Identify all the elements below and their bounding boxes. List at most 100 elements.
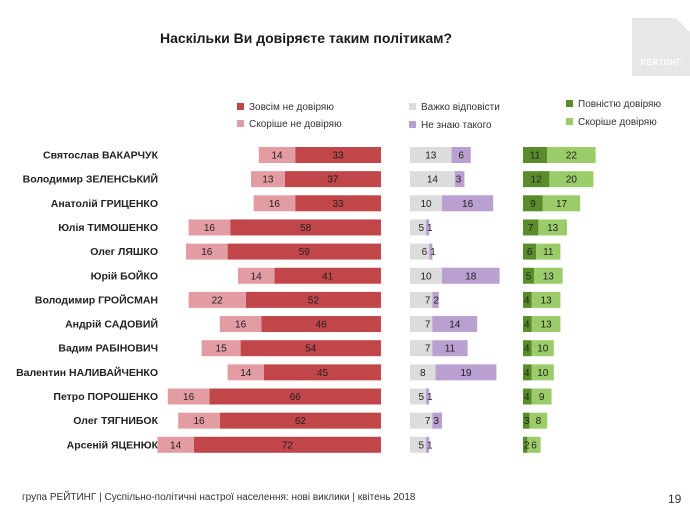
bar-trust-rather	[531, 291, 561, 308]
bar-hard-to-say	[410, 171, 455, 188]
legend-label: Зовсім не довіряю	[249, 102, 334, 113]
value-trust-rather: 9	[539, 392, 545, 403]
category-label: Петро ПОРОШЕНКО	[53, 391, 158, 403]
value-hard-to-say: 7	[425, 344, 431, 355]
bar-hard-to-say	[410, 267, 442, 284]
value-distrust-rather: 16	[201, 247, 213, 258]
value-hard-to-say: 14	[427, 175, 439, 186]
bar-dont-know	[442, 267, 500, 284]
value-trust-full: 4	[524, 368, 530, 379]
value-distrust-full: 54	[305, 344, 317, 355]
legend-swatch-distrust-rather	[237, 120, 244, 127]
bar-hard-to-say	[410, 147, 452, 163]
value-hard-to-say: 8	[420, 368, 426, 379]
value-trust-rather: 20	[566, 175, 578, 186]
legend-swatch-distrust-full	[237, 103, 244, 110]
legend-label: Не знаю такого	[421, 120, 492, 131]
value-distrust-rather: 14	[240, 368, 252, 379]
bar-dont-know	[432, 291, 439, 308]
value-distrust-rather: 14	[271, 151, 283, 162]
value-distrust-rather: 14	[170, 440, 182, 451]
value-distrust-full: 33	[333, 199, 345, 210]
legend-swatch-dont-know	[409, 121, 416, 128]
bar-trust-full	[523, 267, 534, 284]
bar-trust-rather	[529, 412, 548, 429]
value-trust-rather: 6	[531, 440, 537, 451]
value-distrust-full: 66	[290, 392, 302, 403]
value-dont-know: 1	[427, 223, 433, 234]
bar-dont-know	[435, 364, 497, 381]
bar-hard-to-say	[410, 340, 433, 357]
bar-trust-rather	[531, 364, 554, 381]
footer-text: група РЕЙТИНГ | Суспільно-політичні наст…	[22, 492, 416, 503]
bar-trust-rather	[531, 316, 561, 333]
page-number: 19	[668, 492, 682, 506]
category-label: Анатолій ГРИЦЕНКО	[51, 198, 158, 210]
value-hard-to-say: 10	[420, 271, 432, 282]
bar-dont-know	[426, 436, 430, 453]
legend-label: Скоріше довіряю	[578, 117, 657, 128]
value-trust-full: 12	[531, 175, 543, 186]
bar-distrust-rather	[188, 219, 231, 236]
value-hard-to-say: 10	[420, 199, 432, 210]
bar-trust-full	[523, 436, 528, 453]
logo-corner	[676, 18, 690, 32]
bar-distrust-full	[261, 316, 381, 333]
value-dont-know: 3	[456, 175, 462, 186]
category-label: Олег ЛЯШКО	[90, 246, 158, 258]
bar-trust-rather	[542, 195, 581, 212]
category-label: Володимир ЗЕЛЕНСЬКИЙ	[23, 173, 158, 186]
bar-distrust-full	[230, 219, 381, 236]
legend-distrust-full: Зовсім не довіряю	[237, 102, 334, 113]
bar-dont-know	[451, 147, 471, 163]
value-distrust-rather: 16	[183, 392, 195, 403]
value-distrust-full: 58	[300, 223, 312, 234]
bar-distrust-rather	[238, 267, 275, 284]
brand-logo: РЕЙТИНГ	[632, 18, 690, 76]
value-hard-to-say: 5	[418, 440, 424, 451]
value-distrust-full: 33	[333, 151, 345, 162]
bar-trust-rather	[527, 436, 541, 453]
bar-distrust-rather	[227, 364, 264, 381]
bar-trust-full	[523, 291, 532, 308]
bar-trust-full	[523, 195, 543, 212]
value-trust-rather: 13	[543, 271, 555, 282]
bar-distrust-full	[240, 340, 381, 357]
bar-distrust-full	[193, 436, 381, 453]
value-hard-to-say: 7	[425, 320, 431, 331]
bar-trust-full	[523, 171, 550, 188]
category-label: Юлія ТИМОШЕНКО	[58, 222, 158, 234]
bar-distrust-rather	[251, 171, 285, 188]
value-dont-know: 3	[433, 416, 439, 427]
bar-distrust-rather	[258, 147, 296, 163]
value-distrust-full: 46	[316, 320, 328, 331]
value-trust-rather: 13	[547, 223, 559, 234]
value-dont-know: 1	[427, 392, 433, 403]
legend-trust-rather: Скоріше довіряю	[566, 117, 657, 128]
bar-trust-rather	[531, 340, 554, 357]
bar-distrust-rather	[167, 388, 210, 405]
legend-trust-full: Повністю довіряю	[566, 99, 661, 110]
value-hard-to-say: 5	[418, 392, 424, 403]
bar-distrust-full	[264, 364, 381, 381]
value-distrust-full: 45	[317, 368, 329, 379]
bar-distrust-full	[274, 267, 381, 284]
bar-trust-full	[523, 147, 548, 163]
value-trust-rather: 22	[566, 151, 578, 162]
value-trust-full: 4	[524, 295, 530, 306]
bar-distrust-full	[209, 388, 381, 405]
bar-trust-full	[523, 388, 532, 405]
category-label: Володимир ГРОЙСМАН	[35, 293, 158, 306]
value-trust-full: 7	[528, 223, 534, 234]
legend-hard-to-say: Важко відповісти	[409, 102, 500, 113]
legend-label: Повністю довіряю	[578, 99, 661, 110]
bar-dont-know	[432, 340, 468, 357]
value-trust-full: 4	[524, 344, 530, 355]
value-dont-know: 1	[430, 247, 436, 258]
value-distrust-rather: 16	[269, 199, 281, 210]
value-distrust-rather: 16	[235, 320, 247, 331]
legend-distrust-rather: Скоріше не довіряю	[237, 119, 342, 130]
bar-trust-rather	[534, 267, 563, 284]
value-trust-full: 6	[527, 247, 533, 258]
legend-label: Важко відповісти	[421, 102, 500, 113]
